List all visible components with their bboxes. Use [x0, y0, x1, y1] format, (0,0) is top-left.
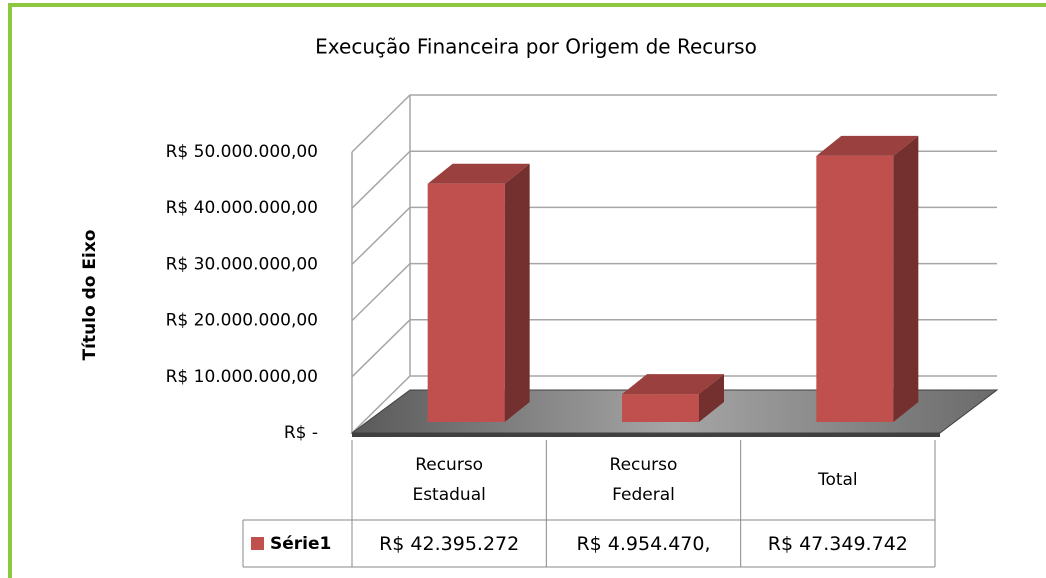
bar: [816, 135, 919, 422]
bar-top: [427, 163, 530, 184]
value-cell: R$ 4.954.470,: [546, 520, 740, 567]
bar-top: [622, 374, 724, 395]
bar-side: [699, 374, 724, 422]
legend-cell: Série1: [243, 520, 352, 567]
y-tick-label: R$ 50.000.000,00: [166, 142, 318, 162]
x-tick-label: Recurso Federal: [609, 455, 678, 505]
bar-top: [816, 135, 919, 156]
legend-label: Série1: [270, 533, 332, 554]
bar: [427, 163, 530, 422]
x-tick-label: Recurso Estadual: [412, 455, 486, 505]
value-cell: R$ 42.395.272: [352, 520, 546, 567]
y-axis-title: Título do Eixo: [80, 230, 100, 361]
y-tick-label: R$ -: [284, 423, 318, 443]
floor-edge: [352, 433, 940, 437]
legend-swatch: [251, 537, 264, 550]
value-cell: R$ 47.349.742: [741, 520, 935, 567]
value-label: R$ 42.395.272: [379, 532, 520, 555]
y-tick-label: R$ 20.000.000,00: [166, 311, 318, 331]
bar-front: [816, 155, 894, 422]
bar-side: [893, 135, 919, 422]
frame: [8, 3, 1046, 578]
category-cell: Total: [741, 440, 935, 520]
y-tick-label: R$ 40.000.000,00: [166, 198, 318, 218]
x-tick-label: Total: [817, 470, 858, 490]
bar-front: [622, 394, 699, 422]
bar-side: [504, 163, 530, 422]
bar: [622, 374, 724, 422]
value-label: R$ 4.954.470,: [576, 532, 711, 555]
chart-title: Execução Financeira por Origem de Recurs…: [315, 35, 757, 59]
y-tick-label: R$ 30.000.000,00: [166, 254, 318, 274]
category-cell: Recurso Estadual: [352, 440, 546, 520]
value-label: R$ 47.349.742: [767, 532, 908, 555]
bar-front: [427, 183, 505, 422]
category-cell: Recurso Federal: [546, 440, 740, 520]
y-tick-label: R$ 10.000.000,00: [166, 367, 318, 387]
